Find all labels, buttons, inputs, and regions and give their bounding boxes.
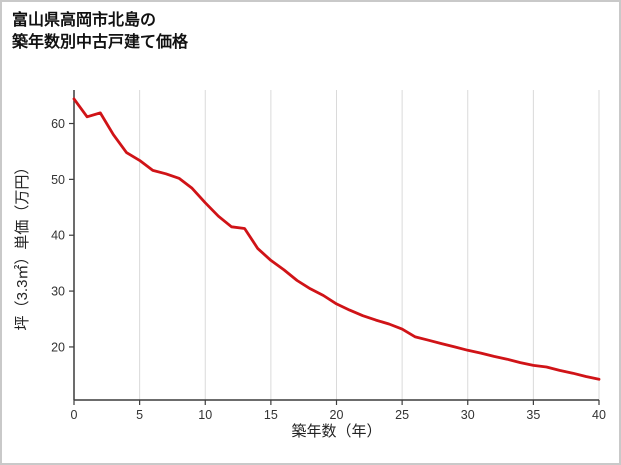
x-axis-title: 築年数（年） (291, 423, 382, 440)
x-tick-label: 35 (526, 408, 540, 422)
x-tick-label: 25 (395, 408, 409, 422)
chart-title-line1: 富山県高岡市北島の (12, 12, 157, 29)
axes: 0 5 10 15 20 25 30 35 40 20 30 40 50 60 (51, 90, 606, 422)
gridlines (139, 90, 600, 400)
y-tick-label: 50 (51, 173, 65, 187)
x-tick-label: 10 (198, 408, 212, 422)
chart-title: 富山県高岡市北島の 築年数別中古戸建て価格 (12, 10, 188, 55)
x-tick-label: 30 (461, 408, 475, 422)
y-tick-label: 60 (51, 117, 65, 131)
y-tick-label: 30 (51, 285, 65, 299)
y-tick-label: 20 (51, 340, 65, 354)
x-tick-label: 15 (264, 408, 278, 422)
x-tick-label: 20 (330, 408, 344, 422)
price-line (72, 97, 601, 381)
x-tick-label: 40 (592, 408, 606, 422)
x-tick-label: 0 (71, 408, 78, 422)
x-tick-label: 5 (136, 408, 143, 422)
chart-title-line2: 築年数別中古戸建て価格 (12, 34, 189, 52)
y-axis-title: 坪（3.3㎡）単価（万円） (14, 159, 31, 331)
y-tick-label: 40 (51, 229, 65, 243)
